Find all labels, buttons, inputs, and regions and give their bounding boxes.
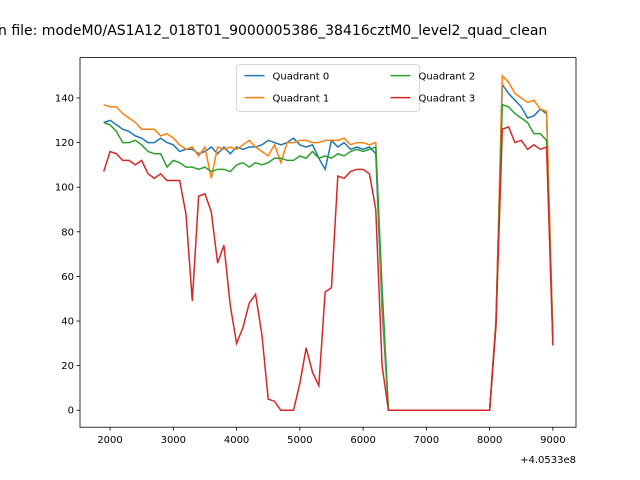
chart-title: n file: modeM0/AS1A12_018T01_9000005386_… — [0, 23, 547, 39]
x-tick-label: 6000 — [350, 435, 375, 446]
series-line — [103, 126, 554, 411]
legend-label: Quadrant 0 — [273, 72, 330, 83]
x-offset-label: +4.0533e8 — [520, 455, 576, 466]
x-tick-label: 5000 — [287, 435, 312, 446]
y-tick-label: 120 — [55, 138, 74, 149]
legend-label: Quadrant 3 — [419, 94, 476, 105]
x-tick-label: 3000 — [161, 435, 186, 446]
x-tick-label: 7000 — [414, 435, 439, 446]
plot-frame — [79, 57, 577, 428]
y-tick-label: 140 — [55, 93, 74, 104]
y-tick-label: 0 — [68, 406, 74, 417]
y-tick-label: 60 — [61, 272, 74, 283]
y-tick-label: 40 — [61, 317, 74, 328]
legend-box — [236, 64, 420, 112]
y-tick-label: 80 — [61, 227, 74, 238]
legend-label: Quadrant 1 — [273, 94, 330, 105]
y-tick-label: 100 — [55, 183, 74, 194]
x-tick-label: 4000 — [224, 435, 249, 446]
x-tick-label: 2000 — [97, 435, 122, 446]
x-tick-label: 9000 — [540, 435, 565, 446]
y-tick-label: 20 — [61, 361, 74, 372]
x-tick-label: 8000 — [477, 435, 502, 446]
legend-label: Quadrant 2 — [419, 72, 476, 83]
